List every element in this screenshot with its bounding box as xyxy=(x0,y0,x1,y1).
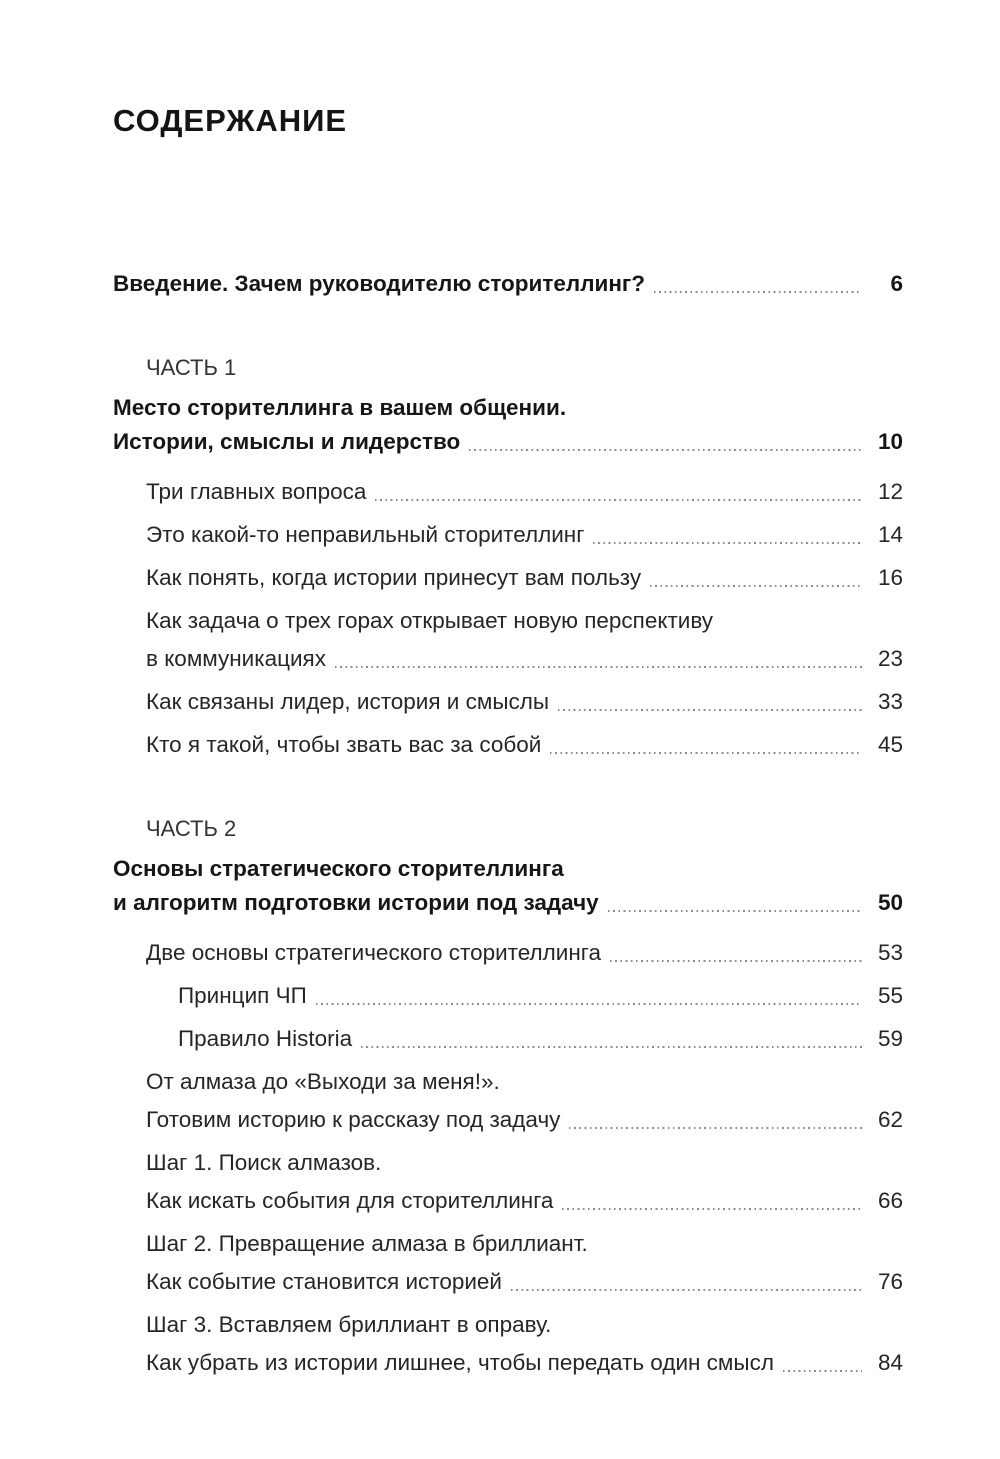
entry-text: Шаг 3. Вставляем бриллиант в оправу. xyxy=(146,1312,552,1337)
entry-line: Основы стратегического сторителлинга xyxy=(113,852,903,886)
entry-line: Как искать события для сторителлинга 66 xyxy=(146,1182,903,1220)
entry-text: Это какой-то неправильный сторителлинг xyxy=(146,522,585,547)
dot-leader xyxy=(607,910,862,912)
part-label: ЧАСТЬ 2 xyxy=(146,816,237,841)
entry-line: Правило Historia 59 xyxy=(178,1020,903,1058)
page-number: 6 xyxy=(890,271,903,296)
entry-text: Принцип ЧП xyxy=(178,983,307,1008)
entry-text: Три главных вопроса xyxy=(146,479,367,504)
entry-line: Шаг 1. Поиск алмазов. xyxy=(146,1144,903,1182)
entry-text: Как убрать из истории лишнее, чтобы пере… xyxy=(146,1350,774,1375)
page-number: 23 xyxy=(877,646,903,671)
toc-list: Введение. Зачем руководителю сторителлин… xyxy=(113,265,903,1382)
dot-leader xyxy=(609,960,862,962)
entry-line: Введение. Зачем руководителю сторителлин… xyxy=(113,265,903,303)
entry-text: Как понять, когда истории принесут вам п… xyxy=(146,565,642,590)
dot-leader xyxy=(569,1127,862,1129)
entry-text: Шаг 2. Превращение алмаза в бриллиант. xyxy=(146,1231,588,1256)
toc-entry: Шаг 3. Вставляем бриллиант в оправу. Как … xyxy=(113,1306,903,1382)
entry-line: Готовим историю к рассказу под задачу 62 xyxy=(146,1101,903,1139)
entry-line: Место сторителлинга в вашем общении. xyxy=(113,391,903,425)
page-number: 16 xyxy=(877,565,903,590)
dot-leader xyxy=(654,291,862,293)
entry-line: От алмаза до «Выходи за меня!». xyxy=(146,1063,903,1101)
toc-entry: Шаг 2. Превращение алмаза в бриллиант. Ка… xyxy=(113,1225,903,1301)
dot-leader xyxy=(782,1370,862,1372)
entry-line: в коммуникациях 23 xyxy=(146,640,903,678)
entry-line: Как понять, когда истории принесут вам п… xyxy=(146,559,903,597)
entry-text: Истории, смыслы и лидерство xyxy=(113,429,461,454)
entry-line: Шаг 2. Превращение алмаза в бриллиант. xyxy=(146,1225,903,1263)
toc-entry: Шаг 1. Поиск алмазов. Как искать события … xyxy=(113,1144,903,1220)
dot-leader xyxy=(375,499,862,501)
dot-leader xyxy=(558,709,862,711)
dot-leader xyxy=(650,585,862,587)
dot-leader xyxy=(361,1046,862,1048)
entry-line: Как убрать из истории лишнее, чтобы пере… xyxy=(146,1344,903,1382)
dot-leader xyxy=(469,449,862,451)
page-title: СОДЕРЖАНИЕ xyxy=(113,103,348,138)
entry-text: Как связаны лидер, история и смыслы xyxy=(146,689,550,714)
page-number: 84 xyxy=(877,1350,903,1375)
entry-text: Как искать события для сторителлинга xyxy=(146,1188,554,1213)
entry-text: Две основы стратегического сторителлинга xyxy=(146,940,601,965)
entry-text: Основы стратегического сторителлинга xyxy=(113,856,564,881)
entry-line: Истории, смыслы и лидерство 10 xyxy=(113,425,903,459)
toc-entry: Введение. Зачем руководителю сторителлин… xyxy=(113,265,903,303)
dot-leader xyxy=(593,542,862,544)
entry-line: и алгоритм подготовки истории под задачу… xyxy=(113,886,903,920)
toc-entry: Две основы стратегического сторителлинга… xyxy=(113,934,903,972)
entry-line: Две основы стратегического сторителлинга… xyxy=(146,934,903,972)
toc-entry: Основы стратегического сторителлинга и ал… xyxy=(113,852,903,920)
page-number: 55 xyxy=(877,983,903,1008)
dot-leader xyxy=(315,1003,862,1005)
page-number: 59 xyxy=(877,1026,903,1051)
entry-text: Готовим историю к рассказу под задачу xyxy=(146,1107,561,1132)
entry-text: Как задача о трех горах открывает новую … xyxy=(146,608,714,633)
entry-line: Шаг 3. Вставляем бриллиант в оправу. xyxy=(146,1306,903,1344)
entry-line: Как задача о трех горах открывает новую … xyxy=(146,602,903,640)
toc-entry: Принцип ЧП 55 xyxy=(113,977,903,1015)
entry-text: Как событие становится историей xyxy=(146,1269,502,1294)
entry-text: Шаг 1. Поиск алмазов. xyxy=(146,1150,382,1175)
page-number: 53 xyxy=(877,940,903,965)
entry-line: Три главных вопроса 12 xyxy=(146,473,903,511)
page-number: 66 xyxy=(877,1188,903,1213)
toc-entry: Это какой-то неправильный сторителлинг 14 xyxy=(113,516,903,554)
entry-text: и алгоритм подготовки истории под задачу xyxy=(113,890,599,915)
entry-text: Введение. Зачем руководителю сторителлин… xyxy=(113,271,646,296)
entry-line: Принцип ЧП 55 xyxy=(178,977,903,1015)
dot-leader xyxy=(511,1289,862,1291)
dot-leader xyxy=(550,752,862,754)
toc-entry: Как связаны лидер, история и смыслы 33 xyxy=(113,683,903,721)
page-number: 12 xyxy=(877,479,903,504)
toc-entry: Правило Historia 59 xyxy=(113,1020,903,1058)
page-number: 62 xyxy=(877,1107,903,1132)
entry-line: Это какой-то неправильный сторителлинг 14 xyxy=(146,516,903,554)
entry-text: в коммуникациях xyxy=(146,646,326,671)
page-number: 50 xyxy=(877,890,903,915)
toc-entry: Три главных вопроса 12 xyxy=(113,473,903,511)
toc-entry: Как задача о трех горах открывает новую … xyxy=(113,602,903,678)
page-number: 14 xyxy=(877,522,903,547)
entry-line: Кто я такой, чтобы звать вас за собой 45 xyxy=(146,726,903,764)
entry-text: Правило Historia xyxy=(178,1026,353,1051)
entry-line: Как событие становится историей 76 xyxy=(146,1263,903,1301)
page-number: 33 xyxy=(877,689,903,714)
part-label: ЧАСТЬ 1 xyxy=(146,355,237,380)
dot-leader xyxy=(562,1208,862,1210)
entry-line: Как связаны лидер, история и смыслы 33 xyxy=(146,683,903,721)
entry-text: От алмаза до «Выходи за меня!». xyxy=(146,1069,500,1094)
page-number: 10 xyxy=(877,429,903,454)
page-number: 45 xyxy=(877,732,903,757)
page-number: 76 xyxy=(877,1269,903,1294)
dot-leader xyxy=(335,666,862,668)
toc-entry: Кто я такой, чтобы звать вас за собой 45 xyxy=(113,726,903,764)
toc-entry: Место сторителлинга в вашем общении. Исто… xyxy=(113,391,903,459)
toc-entry: Как понять, когда истории принесут вам п… xyxy=(113,559,903,597)
entry-text: Место сторителлинга в вашем общении. xyxy=(113,395,567,420)
entry-text: Кто я такой, чтобы звать вас за собой xyxy=(146,732,542,757)
toc-entry: От алмаза до «Выходи за меня!». Готовим и… xyxy=(113,1063,903,1139)
